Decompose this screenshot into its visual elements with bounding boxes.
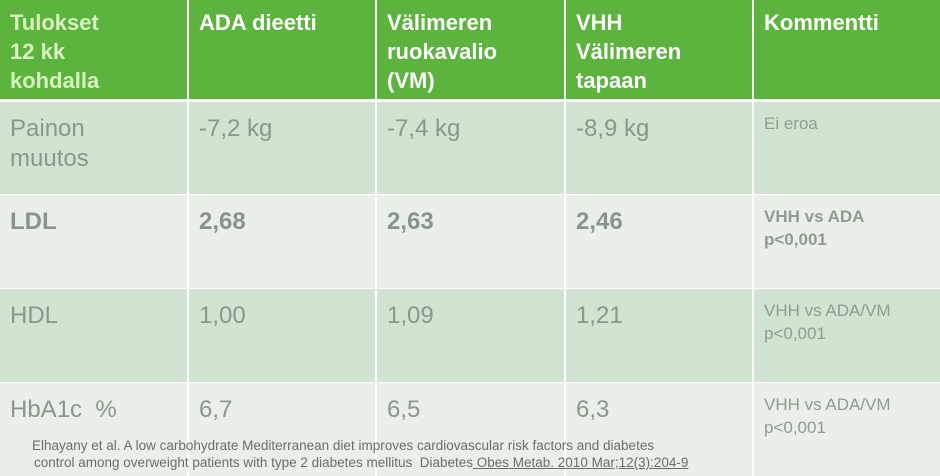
header-line: Välimeren — [576, 39, 682, 64]
cell-vhh: -8,9 kg — [564, 99, 753, 194]
comment-line: VHH vs ADA/VM — [764, 394, 891, 414]
comment-line: VHH vs ADA/VM — [764, 300, 891, 320]
row-label: HbA1c % — [0, 381, 188, 476]
reference-line-2: control among overweight patients with t… — [32, 454, 792, 471]
header-row: Tulokset 12 kk kohdalla ADA dieetti Väli… — [0, 0, 940, 102]
row-label: HDL — [0, 287, 188, 382]
cell-ada: 2,68 — [187, 193, 376, 288]
header-line: 12 kk — [10, 39, 66, 64]
row-label-line: Painon — [10, 114, 85, 142]
comment-line: Ei eroa — [764, 113, 818, 133]
header-results-at-12-months: Tulokset 12 kk kohdalla — [0, 0, 188, 102]
header-line: ruokavalio — [387, 39, 498, 64]
cell-vm: 2,63 — [375, 193, 565, 288]
cell-vm: 1,09 — [375, 287, 565, 382]
cell-vhh: 2,46 — [564, 193, 753, 288]
cell-vhh: 6,3 — [564, 381, 753, 476]
reference-citation: Elhayany et al. A low carbohydrate Medit… — [32, 437, 792, 471]
header-line: (VM) — [387, 68, 435, 93]
row-label-line: HbA1c % — [10, 395, 117, 423]
header-line: ADA dieetti — [199, 10, 317, 35]
header-line: Kommentti — [764, 10, 879, 35]
cell-vm: 6,5 — [375, 381, 565, 476]
header-comment: Kommentti — [752, 0, 940, 102]
cell-ada: 1,00 — [187, 287, 376, 382]
row-label-line: HDL — [10, 301, 59, 329]
cell-comment: VHH vs ADA/VM p<0,001 — [752, 381, 940, 476]
table-row-hdl: HDL 1,00 1,09 1,21 VHH vs ADA/VM p<0,001 — [0, 287, 940, 382]
table-row-ldl: LDL 2,68 2,63 2,46 VHH vs ADA p<0,001 — [0, 193, 940, 288]
header-line: Tulokset — [10, 10, 99, 35]
cell-comment: Ei eroa — [752, 99, 940, 194]
header-low-carb-mediterranean: VHH Välimeren tapaan — [564, 0, 753, 102]
header-line: Välimeren — [387, 10, 493, 35]
comment-line: VHH vs ADA — [764, 206, 865, 226]
table-row-weight-change: Painon muutos -7,2 kg -7,4 kg -8,9 kg Ei… — [0, 99, 940, 194]
header-mediterranean-diet: Välimeren ruokavalio (VM) — [375, 0, 565, 102]
row-label: LDL — [0, 193, 188, 288]
comment-line: p<0,001 — [764, 229, 827, 249]
header-line: VHH — [576, 10, 623, 35]
reference-link[interactable]: Obes Metab. 2010 Mar;12(3):204-9 — [473, 455, 689, 470]
row-label-line: LDL — [10, 207, 57, 235]
row-label: Painon muutos — [0, 99, 188, 194]
reference-text: control among overweight patients with t… — [34, 455, 473, 470]
comment-line: p<0,001 — [764, 323, 826, 343]
header-line: kohdalla — [10, 68, 100, 93]
cell-ada: 6,7 — [187, 381, 376, 476]
cell-vm: -7,4 kg — [375, 99, 565, 194]
cell-comment: VHH vs ADA/VM p<0,001 — [752, 287, 940, 382]
cell-vhh: 1,21 — [564, 287, 753, 382]
reference-line-1: Elhayany et al. A low carbohydrate Medit… — [32, 438, 655, 453]
comment-line: p<0,001 — [764, 417, 826, 437]
row-label-line: muutos — [10, 144, 89, 172]
table-row-hba1c: HbA1c % 6,7 6,5 6,3 VHH vs ADA/VM p<0,00… — [0, 381, 940, 476]
header-line: tapaan — [576, 68, 647, 93]
cell-ada: -7,2 kg — [187, 99, 376, 194]
cell-comment: VHH vs ADA p<0,001 — [752, 193, 940, 288]
header-ada-diet: ADA dieetti — [187, 0, 376, 102]
